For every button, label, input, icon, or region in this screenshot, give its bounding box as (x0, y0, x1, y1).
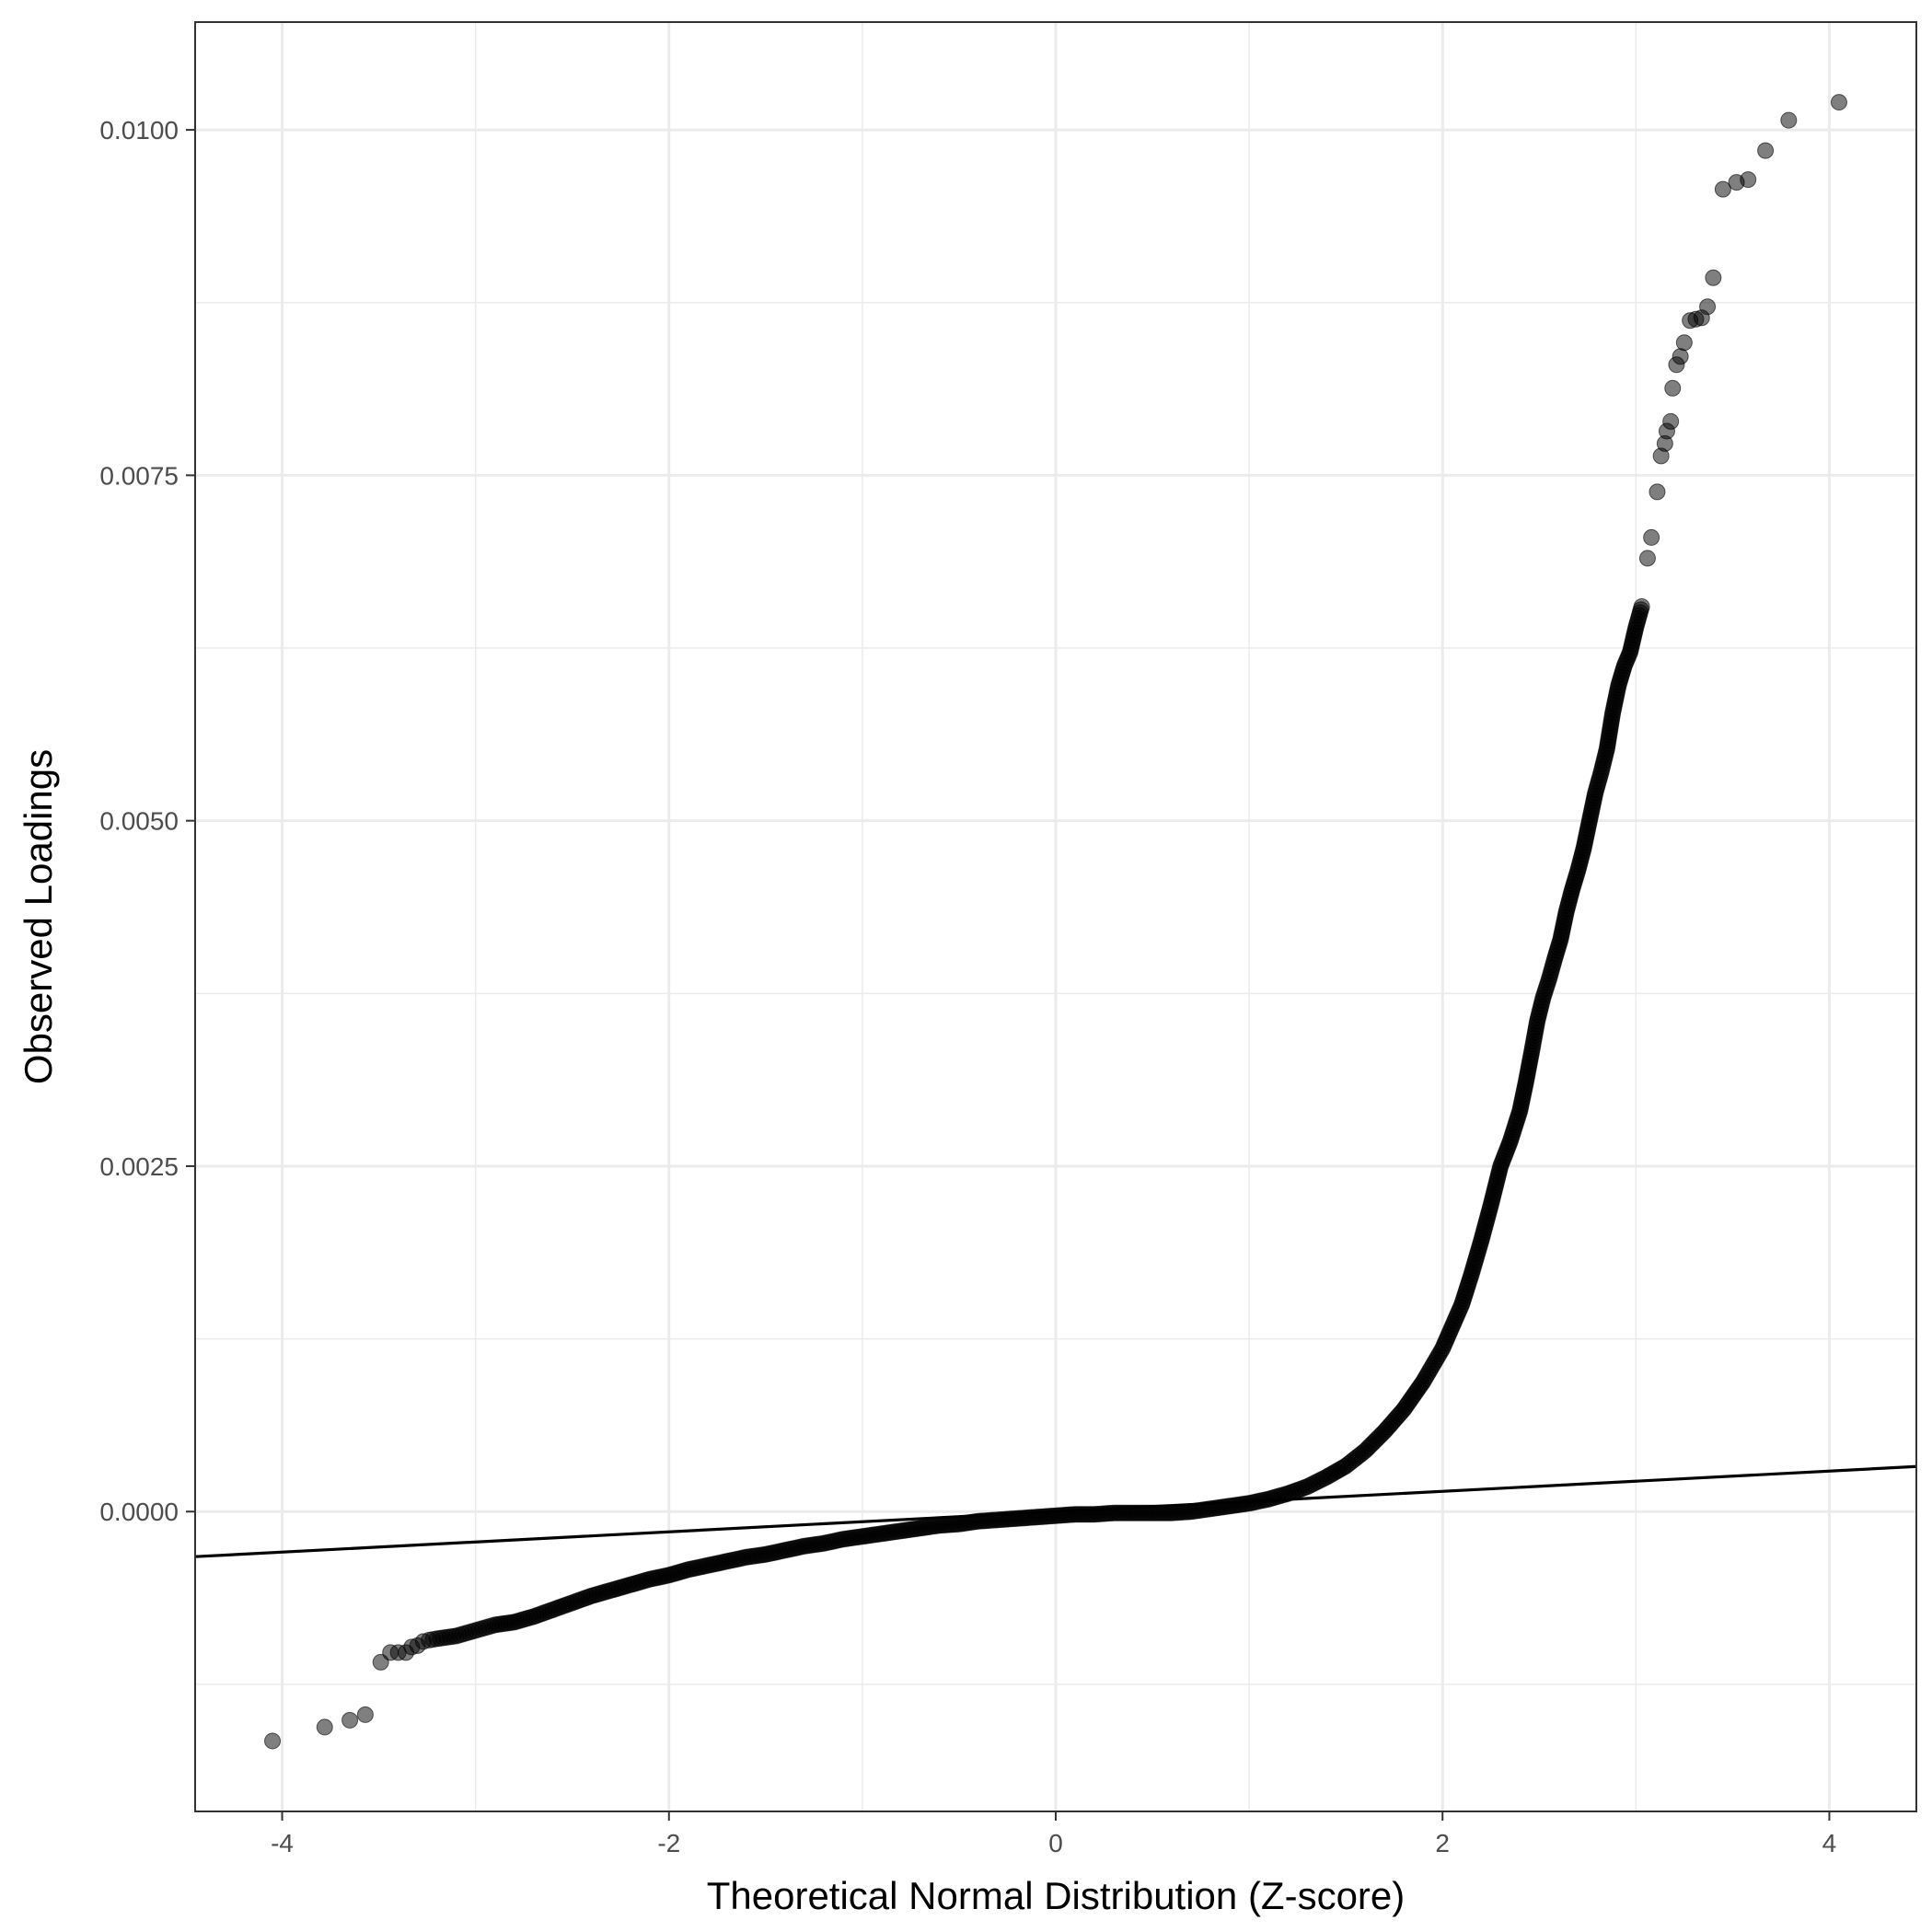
y-axis-title: Observed Loadings (17, 749, 60, 1084)
data-point (1699, 298, 1717, 316)
x-tick-label: 0 (1048, 1829, 1063, 1857)
data-point (1830, 94, 1847, 111)
y-tick-label: 0.0100 (99, 116, 179, 145)
major-grid (195, 22, 1916, 1811)
data-point (316, 1718, 333, 1736)
data-point (356, 1706, 374, 1723)
data-point (1740, 171, 1757, 189)
data-point (1633, 597, 1650, 615)
y-tick-label: 0.0050 (99, 807, 179, 836)
x-tick-label: -4 (271, 1829, 294, 1857)
y-tick-label: 0.0000 (99, 1498, 179, 1526)
data-point (1649, 483, 1666, 501)
data-point (1714, 180, 1731, 198)
x-tick-label: 4 (1822, 1829, 1837, 1857)
x-tick-label: 2 (1435, 1829, 1450, 1857)
data-point (341, 1711, 359, 1729)
x-axis-title: Theoretical Normal Distribution (Z-score… (707, 1874, 1406, 1917)
data-point (1757, 142, 1775, 159)
points-layer (264, 94, 1847, 1750)
data-point (1643, 528, 1660, 546)
y-tick-label: 0.0025 (99, 1152, 179, 1181)
data-point (1780, 111, 1798, 129)
y-axis-ticks: 0.0000 0.0025 0.0050 0.0075 0.0100 (99, 116, 195, 1526)
data-point (1662, 412, 1680, 430)
x-tick-label: -2 (657, 1829, 680, 1857)
data-point (1675, 334, 1693, 352)
data-point (1664, 379, 1682, 397)
data-point (1705, 269, 1722, 286)
y-tick-label: 0.0075 (99, 461, 179, 490)
data-point (1638, 550, 1656, 567)
data-point (1672, 348, 1689, 365)
data-point (264, 1732, 282, 1750)
x-axis-ticks: -4 -2 0 2 4 (271, 1811, 1836, 1857)
